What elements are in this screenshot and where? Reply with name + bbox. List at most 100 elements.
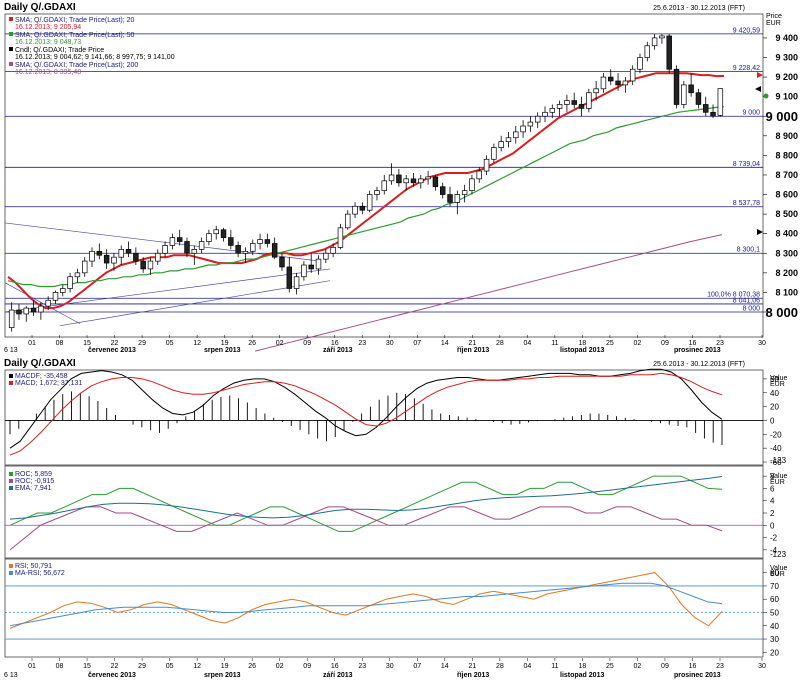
panel-series-line bbox=[9, 475, 723, 532]
candle bbox=[345, 210, 351, 230]
candle bbox=[176, 229, 183, 246]
candle bbox=[250, 239, 256, 256]
bottom-x-axis: 01 08 15 22 29 05 12 19 26 02 09 16 23 30 07 14 21 28 04 11… bbox=[4, 658, 766, 679]
candle bbox=[103, 249, 110, 269]
x-day-label: 02 bbox=[634, 340, 642, 347]
candle-body bbox=[352, 205, 358, 215]
candle bbox=[337, 223, 344, 250]
x-day-label: 07 bbox=[413, 340, 421, 347]
legend-swatch bbox=[9, 62, 13, 66]
candle bbox=[74, 268, 81, 283]
candle bbox=[308, 253, 314, 273]
x-day-label: 12 bbox=[193, 340, 201, 347]
price-level-label: 8 300,1 bbox=[737, 247, 760, 254]
candle-body bbox=[228, 237, 234, 246]
candle-body bbox=[381, 180, 387, 191]
x-day-label: 23 bbox=[716, 663, 724, 670]
candle bbox=[564, 94, 570, 113]
x-month-label: listopad 2013 bbox=[560, 347, 604, 354]
price-legend: SMA; Q/.GDAXI; Trade Price(Last); 2016.1… bbox=[9, 17, 175, 76]
x-day-label: 04 bbox=[523, 663, 531, 670]
candle bbox=[366, 190, 373, 213]
panel-tick-label: 6 bbox=[770, 484, 775, 493]
candle bbox=[271, 237, 278, 260]
candle-body bbox=[571, 100, 577, 105]
candlesticks bbox=[8, 34, 724, 332]
candle-body bbox=[140, 260, 146, 270]
panel-tick-label: -2 bbox=[770, 534, 778, 543]
panel-currency-label: EUR bbox=[770, 381, 785, 388]
candle-body bbox=[169, 237, 176, 246]
x-month-label: 6 13 bbox=[4, 672, 18, 679]
last-price-arrow-icon bbox=[755, 86, 761, 92]
candle bbox=[447, 186, 453, 207]
candle bbox=[673, 65, 680, 109]
x-month-label: 6 13 bbox=[4, 347, 18, 354]
candle-body bbox=[96, 250, 103, 256]
candle-body bbox=[564, 100, 570, 105]
panel-tick-label: 70 bbox=[770, 582, 779, 591]
candle-body bbox=[176, 237, 183, 242]
candle-body bbox=[198, 241, 205, 250]
candle-body bbox=[425, 176, 431, 180]
panel-tick-label: 20 bbox=[770, 648, 779, 657]
candle-body bbox=[213, 229, 219, 235]
candle-body bbox=[301, 264, 307, 278]
roc-panel-frame bbox=[4, 465, 764, 559]
candle bbox=[264, 233, 271, 248]
panel-tick-label: 8 bbox=[770, 472, 775, 481]
candle-body bbox=[293, 276, 300, 289]
candle-body bbox=[396, 174, 402, 184]
x-day-label: 28 bbox=[496, 340, 504, 347]
candle bbox=[191, 245, 198, 266]
panel-tick-label: -60 bbox=[770, 458, 782, 467]
candle-body bbox=[578, 104, 585, 109]
x-day-label: 09 bbox=[661, 663, 669, 670]
candle-body bbox=[279, 256, 285, 268]
rsi-panel-frame bbox=[4, 558, 764, 658]
price-level-label: 9 420,59 bbox=[733, 27, 760, 34]
main-chart-range: 25.6.2013 - 30.12.2013 (FFT) bbox=[653, 5, 745, 12]
x-day-label: 30 bbox=[758, 340, 766, 347]
candle bbox=[578, 96, 585, 117]
candle bbox=[301, 261, 307, 281]
sma20-marker-icon bbox=[757, 72, 763, 78]
x-day-label: 04 bbox=[523, 340, 531, 347]
x-day-label: 07 bbox=[413, 663, 421, 670]
legend-swatch bbox=[9, 571, 13, 575]
trendline-rising-1 bbox=[4, 268, 331, 313]
x-month-label: červenec 2013 bbox=[88, 347, 136, 354]
trendlines bbox=[4, 222, 331, 327]
candle bbox=[235, 241, 241, 258]
candle bbox=[593, 80, 599, 101]
candle bbox=[534, 112, 541, 128]
candle bbox=[571, 92, 577, 109]
sma-lines bbox=[7, 72, 725, 352]
panel-unit-label: Value bbox=[770, 375, 787, 382]
candle bbox=[374, 186, 380, 201]
legend-swatch bbox=[9, 479, 13, 483]
price-level-label: 100,0% 8 070,38 bbox=[707, 292, 760, 299]
candle bbox=[155, 249, 161, 266]
candle bbox=[454, 190, 461, 215]
candle bbox=[67, 272, 73, 293]
x-day-label: 26 bbox=[248, 663, 256, 670]
candle-body bbox=[286, 266, 293, 289]
candle bbox=[520, 120, 526, 138]
candle bbox=[228, 229, 234, 250]
x-month-label: prosinec 2013 bbox=[674, 672, 721, 679]
price-level-label: 9 228,42 bbox=[733, 65, 760, 72]
price-tick-label: 9 300 bbox=[775, 52, 798, 62]
price-tick-label: 9 400 bbox=[775, 33, 798, 43]
price-tick-label: 8 000 bbox=[765, 305, 798, 320]
panel-series-line bbox=[9, 582, 723, 627]
candle-body bbox=[600, 76, 607, 90]
price-tick-label: 8 200 bbox=[775, 268, 798, 278]
candle-body bbox=[549, 108, 556, 113]
candle-body bbox=[593, 88, 599, 94]
candle-body bbox=[447, 194, 453, 203]
x-day-label: 11 bbox=[551, 663, 558, 670]
x-day-label: 25 bbox=[606, 340, 614, 347]
candle-body bbox=[184, 241, 190, 254]
